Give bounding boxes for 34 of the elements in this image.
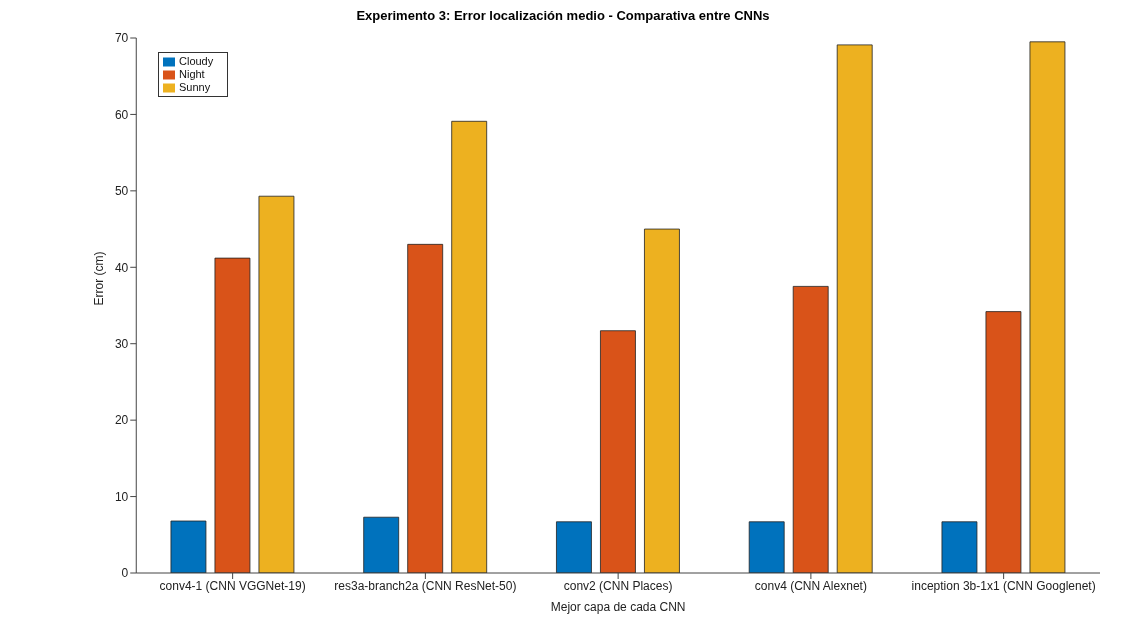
y-tick-label: 60 — [114, 107, 129, 122]
x-tick-label: res3a-branch2a (CNN ResNet-50) — [334, 578, 517, 593]
bar — [258, 195, 295, 573]
bar — [451, 120, 488, 573]
y-tick-label: 10 — [114, 489, 129, 504]
x-tick-label: inception 3b-1x1 (CNN Googlenet) — [911, 578, 1096, 593]
legend-label: Cloudy — [179, 55, 214, 67]
legend-label: Sunny — [179, 81, 211, 94]
bar — [363, 516, 400, 573]
bar — [556, 521, 592, 573]
y-axis-title: Error (cm) — [91, 251, 106, 306]
x-tick-label: conv2 (CNN Places) — [563, 578, 673, 593]
y-tick-label: 40 — [114, 260, 129, 275]
bar — [407, 243, 444, 573]
bar — [644, 228, 680, 573]
bar — [985, 311, 1022, 573]
y-tick-label: 50 — [114, 184, 129, 199]
x-axis-title: Mejor capa de cada CNN — [550, 600, 686, 614]
y-tick-label: 0 — [121, 566, 129, 581]
bar — [748, 521, 785, 573]
chart-title: Experimento 3: Error localización medio - Comparativa entre CNNs — [355, 8, 771, 25]
bar — [941, 521, 978, 573]
y-tick-label: 70 — [114, 31, 129, 46]
bar — [836, 44, 873, 573]
bar — [792, 285, 829, 573]
x-tick-label: conv4 (CNN Alexnet) — [754, 578, 867, 593]
bar — [1029, 41, 1066, 573]
x-tick-label: conv4-1 (CNN VGGNet-19) — [159, 578, 306, 593]
y-tick-label: 30 — [114, 336, 129, 351]
bar — [170, 520, 207, 573]
legend-label: Night — [179, 68, 205, 81]
bar — [600, 330, 636, 573]
bar — [214, 257, 251, 573]
y-tick-label: 20 — [114, 413, 129, 428]
